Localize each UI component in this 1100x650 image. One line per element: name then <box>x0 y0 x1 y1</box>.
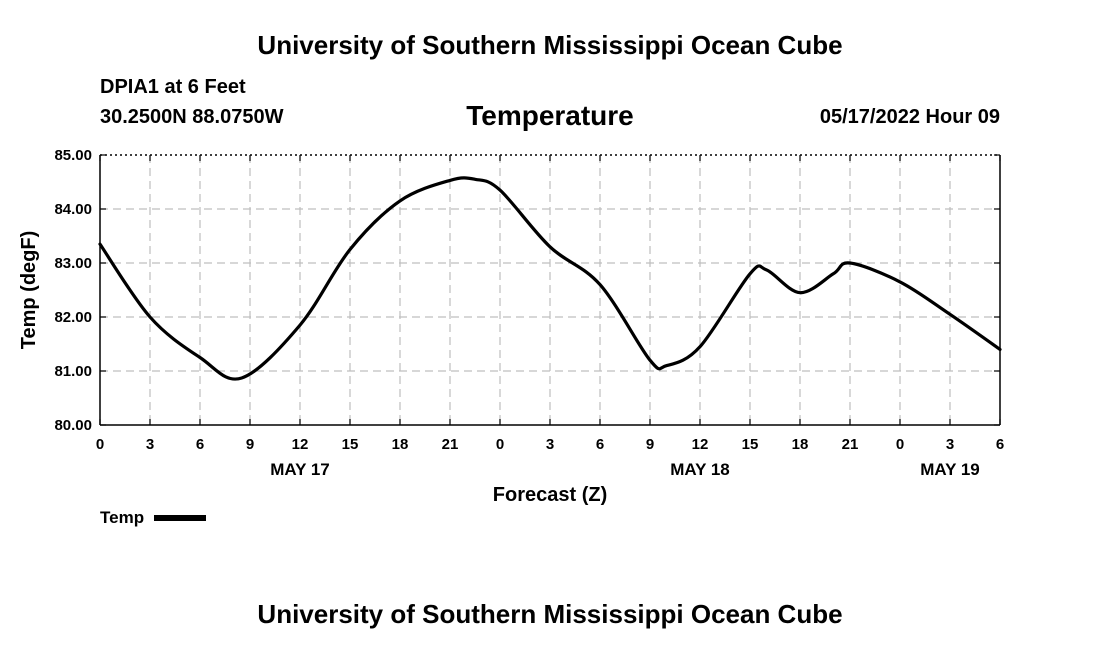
tick-labels: 0 3 6 9 12 15 18 21 0 3 6 9 12 15 18 21 0 3 6 80.00 81.00 82.… <box>54 147 1004 479</box>
x-tick-label: 12 <box>692 436 709 453</box>
page-title: University of Southern Mississippi Ocean… <box>257 30 843 60</box>
chart-title: Temperature <box>466 100 634 131</box>
x-tick-label: 9 <box>246 436 254 453</box>
x-tick-label: 12 <box>292 436 309 453</box>
y-tick-label: 82.00 <box>54 309 92 326</box>
x-axis-label: Forecast (Z) <box>493 484 607 506</box>
x-tick-label: 6 <box>996 436 1004 453</box>
axes <box>99 154 1001 426</box>
x-tick-label: 3 <box>546 436 554 453</box>
x-tick-label: 18 <box>392 436 409 453</box>
x-tick-label: 21 <box>842 436 859 453</box>
date-label: MAY 18 <box>670 460 730 479</box>
x-tick-label: 3 <box>146 436 154 453</box>
x-tick-label: 0 <box>96 436 104 453</box>
series <box>98 176 1002 381</box>
legend-swatch <box>154 515 207 521</box>
x-tick-label: 0 <box>496 436 504 453</box>
x-tick-label: 18 <box>792 436 809 453</box>
coordinates-label: 30.2500N 88.0750W <box>100 106 284 128</box>
forecast-datetime: 05/17/2022 Hour 09 <box>819 106 1000 128</box>
y-tick-label: 83.00 <box>54 255 92 272</box>
x-tick-label: 6 <box>196 436 204 453</box>
series-line-temp <box>98 176 1002 381</box>
legend: Temp <box>100 508 207 528</box>
x-tick-label: 0 <box>896 436 904 453</box>
y-axis-label: Temp (degF) <box>18 231 40 350</box>
temperature-chart: 0 3 6 9 12 15 18 21 0 3 6 9 12 15 18 21 0 3 6 80.00 81.00 82.… <box>18 147 1004 506</box>
y-tick-label: 80.00 <box>54 417 92 434</box>
footer-title: University of Southern Mississippi Ocean… <box>257 599 843 629</box>
x-tick-label: 15 <box>742 436 759 453</box>
y-tick-label: 81.00 <box>54 363 92 380</box>
x-tick-label: 6 <box>596 436 604 453</box>
legend-label: Temp <box>100 508 145 527</box>
date-label: MAY 19 <box>920 460 980 479</box>
date-label: MAY 17 <box>270 460 330 479</box>
x-tick-label: 3 <box>946 436 954 453</box>
y-tick-label: 84.00 <box>54 201 92 218</box>
x-tick-label: 15 <box>342 436 359 453</box>
station-label: DPIA1 at 6 Feet <box>100 76 246 98</box>
x-tick-label: 21 <box>442 436 459 453</box>
x-tick-label: 9 <box>646 436 654 453</box>
y-tick-label: 85.00 <box>54 147 92 164</box>
grid <box>100 155 1000 425</box>
